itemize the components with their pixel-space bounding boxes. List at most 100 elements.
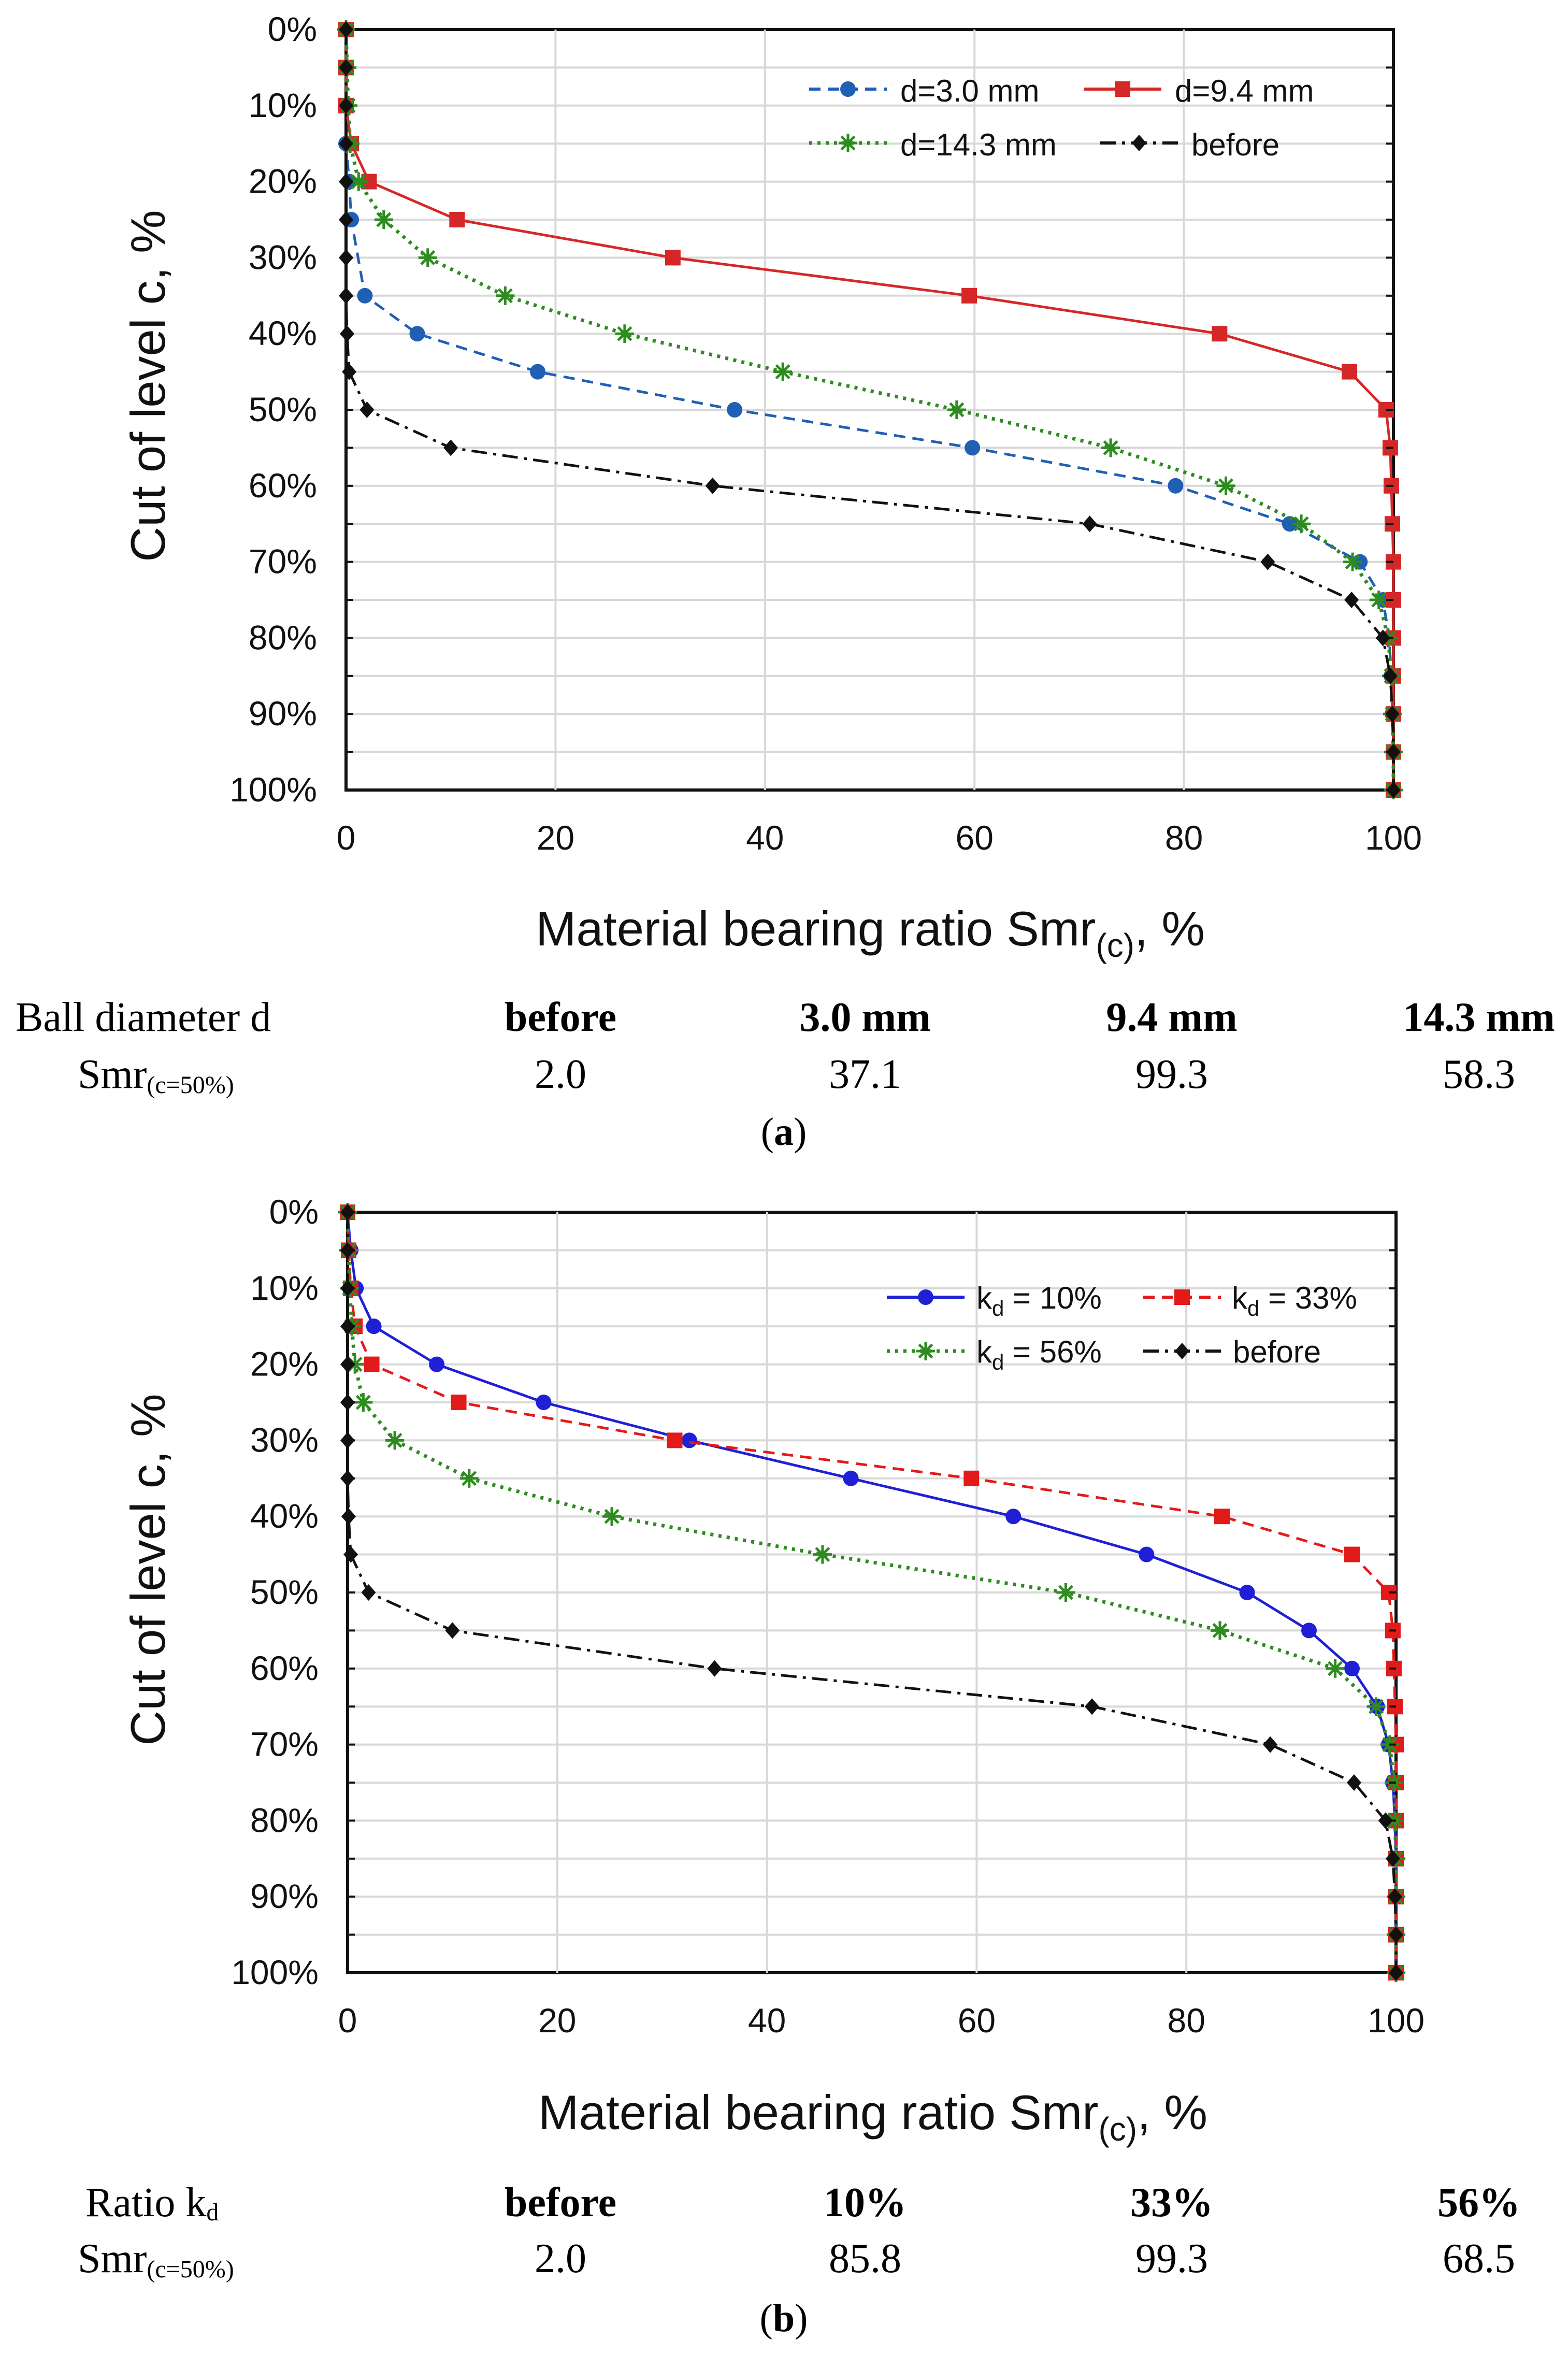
table-a-cell: before (505, 995, 616, 1040)
chart-a-x-axis-label: Material bearing ratio Smr(c), % (536, 901, 1205, 964)
legend-b-label-k33: kd = 33% (1232, 1281, 1357, 1320)
table-a-cell: 37.1 (829, 1052, 901, 1097)
data-point (496, 286, 515, 305)
data-point (707, 1660, 722, 1677)
data-point (705, 477, 720, 494)
data-point (364, 1356, 380, 1372)
table-b-cell: 2.0 (535, 2236, 586, 2281)
data-point (429, 1356, 445, 1372)
legend-marker (839, 134, 857, 152)
data-point (1085, 1698, 1100, 1715)
legend-marker (1174, 1289, 1190, 1305)
y-tick-label: 100% (229, 770, 317, 809)
data-point (385, 1431, 405, 1450)
table-b-row2-label: Smr(c=50%) (78, 2236, 234, 2283)
data-point (536, 1395, 552, 1410)
data-point (813, 1545, 832, 1564)
data-point (418, 248, 437, 267)
y-tick-label: 100% (231, 1953, 319, 1991)
x-tick-label: 20 (537, 819, 574, 857)
data-point (346, 1355, 365, 1374)
y-tick-label: 40% (249, 314, 317, 352)
chart-a-y-ticks: 0% 10% 20% 30% 40% 50% 60% 70% 80% 90% 100% (229, 10, 1393, 809)
data-point (1139, 1546, 1155, 1562)
y-tick-label: 10% (249, 86, 317, 124)
data-point (602, 1507, 621, 1526)
chart-b-y-ticks: 0% 10% 20% 30% 40% 50% 60% 70% 80% 90% 100% (231, 1193, 1396, 1991)
y-tick-label: 70% (250, 1725, 319, 1763)
series-3 (340, 1204, 1403, 1981)
legend-a-entry-before (1100, 135, 1178, 151)
data-point (965, 440, 981, 456)
data-point (1263, 1736, 1278, 1753)
data-point (530, 364, 546, 380)
table-a-row2-label: Smr(c=50%) (78, 1052, 234, 1099)
legend-b-entry-k10 (887, 1289, 965, 1305)
data-point (615, 324, 634, 343)
legend-marker (1132, 135, 1146, 151)
series-line (346, 1212, 1398, 1973)
data-point (1344, 592, 1359, 608)
chart-a-y-axis-label: Cut of level c, % (121, 210, 175, 562)
data-point (1369, 591, 1388, 609)
y-tick-label: 90% (250, 1877, 319, 1915)
legend-a-label-d9: d=9.4 mm (1175, 74, 1314, 108)
data-point (1292, 514, 1311, 534)
data-point (1168, 478, 1184, 494)
chart-panel-b: 0% 10% 20% 30% 40% 50% 60% 70% 80% 90% 100% 0 20 40 6… (121, 1193, 1425, 2148)
y-tick-label: 60% (249, 466, 317, 505)
legend-marker (1175, 1343, 1189, 1359)
data-point (961, 288, 977, 304)
legend-marker (918, 1289, 933, 1305)
chart-panel-a: 0% 10% 20% 30% 40% 50% 60% 70% 80% 90% 100% 0 20 40 6… (121, 10, 1422, 964)
legend-b-entry-k56 (887, 1342, 965, 1360)
data-point (1212, 326, 1228, 342)
y-tick-label: 10% (250, 1269, 319, 1307)
chart-a-legend: d=3.0 mm d=9.4 mm d=14.3 mm before (809, 74, 1314, 162)
data-point (773, 362, 793, 381)
data-point (409, 326, 425, 342)
series-line (344, 29, 1396, 790)
legend-a-entry-d14 (809, 134, 887, 152)
data-point (1260, 553, 1275, 570)
data-point (1239, 1585, 1255, 1600)
data-point (1082, 515, 1097, 533)
chart-b-x-ticks: 0 20 40 60 80 100 (338, 2001, 1425, 2040)
data-point (1216, 476, 1235, 495)
table-b-cell: 33% (1130, 2180, 1213, 2226)
x-tick-label: 60 (958, 2001, 996, 2040)
table-b-cell: before (505, 2180, 616, 2226)
x-tick-label: 40 (748, 2001, 786, 2040)
y-tick-label: 90% (249, 694, 317, 733)
data-point (1344, 1660, 1360, 1676)
y-tick-label: 50% (249, 390, 317, 428)
legend-marker (1115, 81, 1130, 97)
data-point (349, 172, 368, 191)
y-tick-label: 70% (249, 542, 317, 581)
x-tick-label: 40 (746, 819, 784, 857)
legend-b-entry-k33 (1143, 1289, 1221, 1305)
data-point (451, 1395, 467, 1410)
x-tick-label: 100 (1368, 2001, 1425, 2040)
table-a-row1-label: Ball diameter d (16, 995, 271, 1040)
data-point (963, 1470, 980, 1486)
y-tick-label: 40% (250, 1497, 319, 1535)
data-point (1326, 1659, 1345, 1678)
table-b-cell: 56% (1437, 2180, 1520, 2226)
data-point (1101, 438, 1120, 457)
chart-b-y-axis-label: Cut of level c, % (121, 1394, 175, 1745)
table-b-cell: 99.3 (1135, 2236, 1208, 2281)
data-point (1211, 1621, 1229, 1640)
data-point (357, 288, 373, 304)
x-tick-label: 100 (1365, 819, 1422, 857)
legend-marker (916, 1342, 935, 1360)
y-tick-label: 80% (249, 618, 317, 656)
x-tick-label: 60 (955, 819, 993, 857)
table-b: Ratio kd before 10% 33% 56% Smr(c=50%) 2… (78, 2180, 1520, 2340)
data-point (1343, 552, 1362, 571)
table-a-cell: 58.3 (1443, 1052, 1515, 1097)
data-point (1214, 1509, 1230, 1525)
table-b-cell: 85.8 (829, 2236, 901, 2281)
data-point (1342, 364, 1358, 380)
